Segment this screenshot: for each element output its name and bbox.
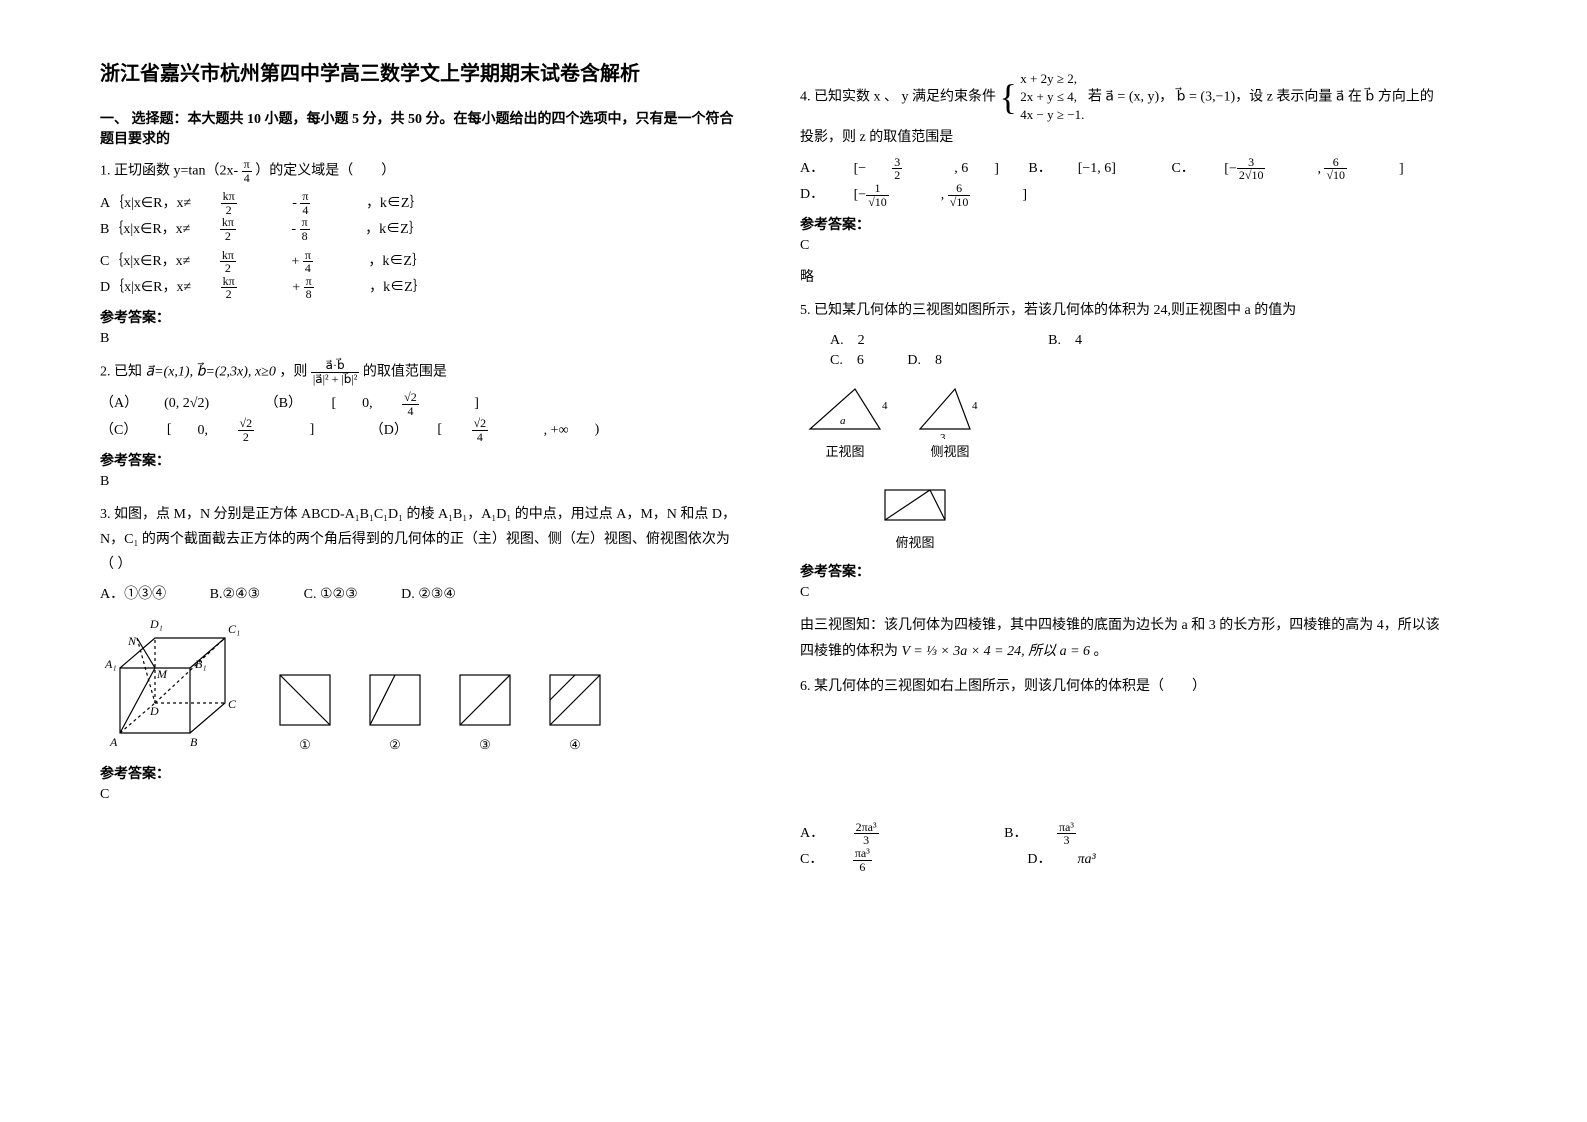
q1-frac-num: π — [242, 158, 252, 172]
front-view-icon: a 4 — [800, 379, 890, 439]
q2-options: （A）(0, 2√2) （B） [0, √24 ] （C） [0, √22 ] … — [100, 391, 740, 443]
svg-text:C: C — [228, 697, 237, 711]
title: 浙江省嘉兴市杭州第四中学高三数学文上学期期末试卷含解析 — [100, 60, 740, 88]
q6-options: A． 2πa³3 B． πa³3 C． πa³6 D．πa³ — [800, 821, 1440, 873]
question-3-stem: 3. 如图，点 M，N 分别是正方体 ABCD-A₁B₁C₁D₁ 的棱 A₁B₁… — [100, 502, 740, 578]
q1-options-2: C｛x|x∈R，x≠ kπ2 + π4 ，k∈Z｝ D｛x|x∈R，x≠ kπ2… — [100, 249, 740, 301]
q2-ans-label: 参考答案： — [100, 450, 740, 470]
q1-optB-a: B｛x|x∈R，x≠ — [100, 218, 190, 238]
question-1: 1. 正切函数 y=tan（2x- π4 ）的定义域是（ ） — [100, 158, 740, 184]
question-2: 2. 已知 a⃗=(x,1), b⃗=(2,3x), x≥0 ，则 a⃗·b⃗ … — [100, 359, 740, 385]
svg-text:D: D — [149, 704, 159, 718]
svg-text:M: M — [156, 667, 168, 681]
q1-optD-a: D｛x|x∈R，x≠ — [100, 276, 191, 296]
q5-three-views: a 4 正视图 3 4 侧视图 — [800, 379, 1030, 551]
svg-text:3: 3 — [940, 432, 946, 439]
right-column: 4. 已知实数 x 、 y 满足约束条件 { x + 2y ≥ 2, 2x + … — [800, 60, 1440, 879]
q4-ans1: C — [800, 238, 1440, 254]
svg-text:C₁: C₁ — [228, 622, 240, 636]
svg-text:N: N — [127, 634, 137, 648]
svg-text:B: B — [190, 735, 198, 749]
question-6-stem: 6. 某几何体的三视图如右上图所示，则该几何体的体积是（ ） — [800, 674, 1440, 699]
q1-ans-label: 参考答案： — [100, 307, 740, 327]
q4-options: A． [−32, 6] B．[−1, 6] C． [−32√10, 6√10] … — [800, 156, 1440, 208]
svg-text:D₁: D₁ — [149, 617, 163, 631]
svg-text:4: 4 — [972, 400, 978, 412]
view-4-icon — [540, 665, 610, 735]
side-view-icon: 3 4 — [910, 379, 990, 439]
q2-ans: B — [100, 474, 740, 490]
q4-ans2: 略 — [800, 266, 1440, 286]
q1-frac-den: 4 — [242, 172, 252, 185]
q5-ans-label: 参考答案： — [800, 561, 1440, 581]
q1-options: A｛x|x∈R，x≠ kπ2 - π4 ，k∈Z｝ B｛x|x∈R，x≠ kπ2… — [100, 190, 740, 242]
question-4: 4. 已知实数 x 、 y 满足约束条件 { x + 2y ≥ 2, 2x + … — [800, 70, 1440, 150]
q3-ans-label: 参考答案： — [100, 763, 740, 783]
q5-options-row2: C. 6 D. 8 — [830, 349, 1440, 369]
left-column: 浙江省嘉兴市杭州第四中学高三数学文上学期期末试卷含解析 一、 选择题：本大题共 … — [100, 60, 740, 879]
view-1-icon — [270, 665, 340, 735]
q1-stem-b: ）的定义域是（ ） — [255, 163, 395, 178]
q3-options: A．①③④ B.②④③ C. ①②③ D. ②③④ — [100, 583, 740, 603]
cube-diagram-icon: D₁ C₁ A₁ B₁ N M D C A B — [100, 613, 250, 753]
svg-text:A₁: A₁ — [104, 657, 117, 671]
svg-text:4: 4 — [882, 400, 888, 412]
view-3-icon — [450, 665, 520, 735]
q5-ans: C — [800, 585, 1440, 601]
q1-optA-a: A｛x|x∈R，x≠ — [100, 192, 191, 212]
svg-text:a: a — [840, 415, 846, 427]
top-view-icon — [875, 480, 955, 530]
q1-stem-a: 1. 正切函数 y=tan（2x- — [100, 163, 238, 178]
q3-ans: C — [100, 787, 740, 803]
q5-explain: 由三视图知：该几何体为四棱锥，其中四棱锥的底面为边长为 a 和 3 的长方形，四… — [800, 613, 1440, 663]
q1-optC-a: C｛x|x∈R，x≠ — [100, 250, 190, 270]
q1-ans: B — [100, 331, 740, 347]
q5-options-row1: A. 2 B. 4 — [830, 329, 1440, 349]
svg-text:B₁: B₁ — [195, 657, 207, 671]
q3-figures: D₁ C₁ A₁ B₁ N M D C A B ① — [100, 613, 740, 753]
view-2-icon — [360, 665, 430, 735]
svg-text:A: A — [109, 735, 118, 749]
section-heading: 一、 选择题：本大题共 10 小题，每小题 5 分，共 50 分。在每小题给出的… — [100, 108, 740, 148]
question-5-stem: 5. 已知某几何体的三视图如图所示，若该几何体的体积为 24,则正视图中 a 的… — [800, 298, 1440, 323]
q4-ans-label: 参考答案： — [800, 214, 1440, 234]
